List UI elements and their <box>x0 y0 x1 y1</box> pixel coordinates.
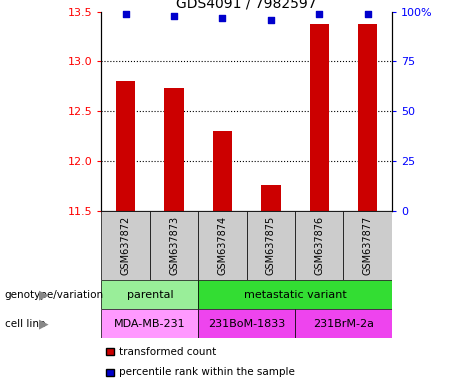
Text: ▶: ▶ <box>39 288 48 301</box>
Text: transformed count: transformed count <box>119 347 216 357</box>
Bar <box>198 309 295 338</box>
Point <box>170 12 177 18</box>
Text: MDA-MB-231: MDA-MB-231 <box>114 318 186 329</box>
Text: 231BrM-2a: 231BrM-2a <box>313 318 374 329</box>
Bar <box>198 211 247 280</box>
Text: GSM637877: GSM637877 <box>363 216 372 275</box>
Bar <box>116 81 135 211</box>
Text: ▶: ▶ <box>39 317 48 330</box>
Text: 231BoM-1833: 231BoM-1833 <box>208 318 285 329</box>
Bar <box>213 131 232 211</box>
Bar <box>343 211 392 280</box>
Text: genotype/variation: genotype/variation <box>5 290 104 300</box>
Bar <box>101 211 150 280</box>
Text: percentile rank within the sample: percentile rank within the sample <box>119 367 295 377</box>
Bar <box>309 23 329 211</box>
Bar <box>247 211 295 280</box>
Point <box>364 10 371 17</box>
Text: metastatic variant: metastatic variant <box>244 290 346 300</box>
Bar <box>150 211 198 280</box>
Bar <box>358 23 377 211</box>
Bar <box>164 88 183 211</box>
Point <box>219 15 226 21</box>
Bar <box>295 211 343 280</box>
Point <box>122 10 129 17</box>
Bar <box>101 280 198 309</box>
Point <box>315 10 323 17</box>
Text: GSM637873: GSM637873 <box>169 216 179 275</box>
Text: GSM637872: GSM637872 <box>121 216 130 275</box>
Text: parental: parental <box>126 290 173 300</box>
Title: GDS4091 / 7982597: GDS4091 / 7982597 <box>177 0 317 10</box>
Bar <box>261 185 280 211</box>
Text: cell line: cell line <box>5 318 45 329</box>
Text: GSM637876: GSM637876 <box>314 216 324 275</box>
Bar <box>198 280 392 309</box>
Point <box>267 17 274 23</box>
Text: GSM637874: GSM637874 <box>218 216 227 275</box>
Bar <box>101 309 198 338</box>
Text: GSM637875: GSM637875 <box>266 216 276 275</box>
Bar <box>295 309 392 338</box>
